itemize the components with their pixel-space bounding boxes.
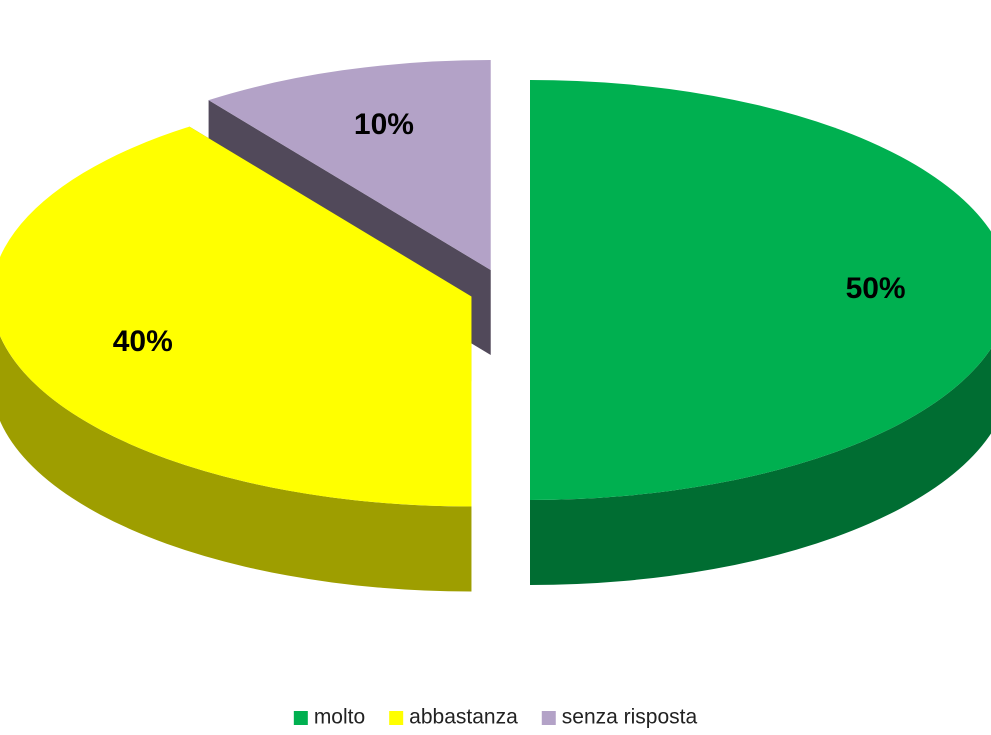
pie-slice — [530, 80, 991, 500]
slice-wall — [530, 348, 991, 585]
legend-label: abbastanza — [409, 706, 518, 729]
data-label: 10% — [354, 108, 414, 141]
legend-label: senza risposta — [562, 706, 698, 729]
legend-label: molto — [314, 706, 365, 729]
legend-swatch — [389, 711, 404, 725]
slice-tops — [0, 60, 991, 507]
slice-wall — [0, 335, 472, 592]
data-label: 40% — [113, 325, 173, 358]
pie-slice — [0, 126, 472, 507]
legend: molto abbastanza senza risposta — [293, 706, 698, 729]
legend-swatch — [293, 711, 308, 725]
data-label: 50% — [846, 272, 906, 305]
pie-slice — [208, 60, 491, 271]
legend-swatch — [541, 711, 556, 725]
